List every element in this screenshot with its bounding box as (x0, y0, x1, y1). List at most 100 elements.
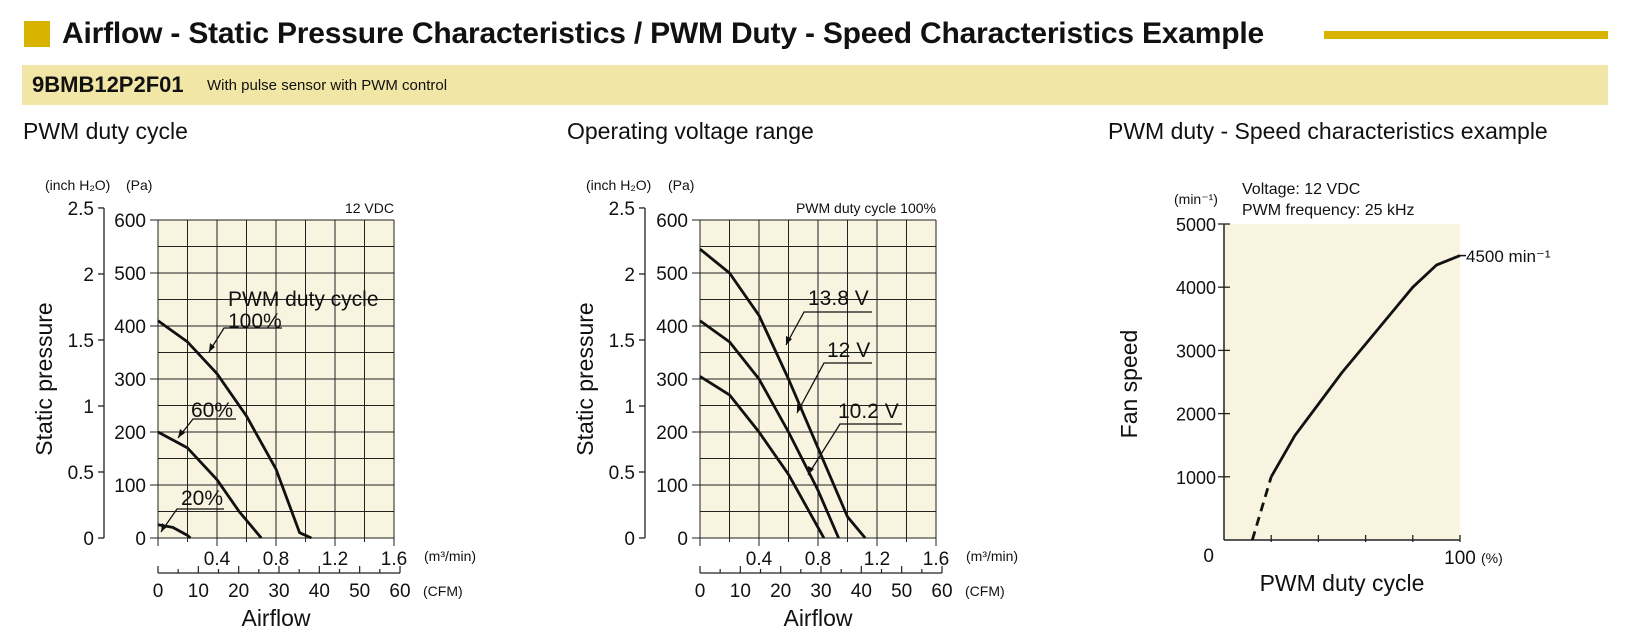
chart2-leader-12v (796, 362, 872, 414)
chart3-note-frequency: PWM frequency: 25 kHz (1242, 202, 1415, 219)
c2-ytick-inch: 1 (624, 397, 635, 418)
chart2-arrow-138v (786, 336, 792, 345)
c2-xtick-cfm: 0 (695, 581, 706, 602)
c1-xtick-m3: 0.4 (204, 549, 231, 570)
c1-xtick-cfm: 10 (188, 581, 209, 602)
c2-series-line-0 (699, 248, 867, 539)
chart2-label-102v: 10.2 V (838, 400, 899, 423)
model-description: With pulse sensor with PWM control (207, 77, 448, 94)
chart3-note-voltage: Voltage: 12 VDC (1242, 181, 1360, 198)
c1-ytick-inch: 0.5 (68, 463, 94, 484)
c2-xtick-m3: 1.6 (923, 549, 949, 570)
c1-ytick-pa: 200 (114, 423, 146, 444)
chart1-xunit-cfm: (CFM) (423, 583, 463, 599)
chart1-yunit-inch: (inch H₂O) (45, 177, 110, 193)
c3-ytick-label: 5000 (1176, 215, 1216, 235)
chart3-xlabel: PWM duty cycle (1260, 570, 1425, 596)
chart2-condition: PWM duty cycle 100% (796, 200, 936, 216)
c2-ytick-pa: 200 (656, 423, 688, 444)
chart1-arrow-20 (161, 523, 167, 532)
chart1-leader-20 (160, 508, 224, 533)
chart1-arrow-60 (178, 429, 185, 438)
c2-ytick-pa: 400 (656, 317, 688, 338)
c2-ytick-pa: 100 (656, 476, 688, 497)
c2-series-line-2 (699, 375, 826, 539)
c3-xtick-label: 100 (1444, 548, 1476, 569)
c3-ytick-label: 3000 (1176, 341, 1216, 361)
c2-ytick-pa: 500 (656, 264, 688, 285)
c2-ytick-pa: 300 (656, 370, 688, 391)
chart3: 1000 2000 3000 4000 5000 0 100 Voltage: 12 VDC… (1116, 181, 1551, 596)
chart2-series (699, 248, 867, 539)
chart3-xunit: (%) (1481, 550, 1503, 566)
c1-xtick-cfm: 30 (268, 581, 289, 602)
c2-xtick-cfm: 10 (730, 581, 751, 602)
c1-ytick-inch: 2 (83, 265, 94, 286)
c2-ytick-pa: 600 (656, 211, 688, 232)
c1-xtick-cfm: 40 (309, 581, 330, 602)
c2-xtick-cfm: 20 (770, 581, 791, 602)
chart1-legend-title: PWM duty cycle (228, 288, 379, 311)
c2-xtick-m3: 0.8 (805, 549, 831, 570)
chart1-xunit-m3: (m³/min) (424, 548, 476, 564)
c1-series-line-0 (157, 319, 312, 540)
c1-ytick-pa: 600 (114, 211, 146, 232)
chart1-xlabel: Airflow (241, 605, 310, 631)
chart1-label-60: 60% (191, 399, 233, 422)
chart1-arrow-100 (209, 343, 215, 352)
chart3-yunit: (min⁻¹) (1174, 191, 1218, 207)
chart1-title: PWM duty cycle (23, 118, 188, 144)
chart2-leader-138v (785, 311, 872, 346)
chart3-plot-area (1224, 224, 1460, 540)
c1-ytick-inch: 1 (83, 397, 94, 418)
c3-series-dashed (1250, 476, 1273, 541)
c1-ytick-pa: 0 (135, 529, 146, 550)
c1-xtick-cfm: 0 (153, 581, 164, 602)
page-title: Airflow - Static Pressure Characteristic… (62, 17, 1264, 50)
c3-series-solid (1269, 254, 1461, 478)
chart1-yunit-pa: (Pa) (126, 177, 152, 193)
chart2-xlabel: Airflow (783, 605, 852, 631)
page-header: Airflow - Static Pressure Characteristic… (24, 14, 1608, 54)
c2-xtick-cfm: 50 (891, 581, 912, 602)
chart2-arrow-102v (808, 466, 814, 475)
c1-series-line-1 (157, 430, 263, 539)
chart1-leader-100 (208, 327, 282, 353)
c1-xtick-m3: 1.2 (322, 549, 348, 570)
c1-ytick-pa: 100 (114, 476, 146, 497)
c1-ytick-inch: 0 (83, 529, 94, 550)
c1-ytick-inch: 2.5 (68, 199, 94, 220)
c1-ytick-pa: 400 (114, 317, 146, 338)
c2-xtick-cfm: 40 (851, 581, 872, 602)
c3-ytick-label: 2000 (1176, 405, 1216, 425)
chart1-label-20: 20% (181, 487, 223, 510)
c1-xtick-cfm: 60 (389, 581, 410, 602)
chart2-xunit-m3: (m³/min) (966, 548, 1018, 564)
c1-xtick-m3: 0.8 (263, 549, 289, 570)
chart3-ylabel: Fan speed (1116, 330, 1142, 439)
c3-ytick-label: 4000 (1176, 278, 1216, 298)
c2-ytick-inch: 2.5 (609, 199, 635, 220)
chart2-yunit-inch: (inch H₂O) (586, 177, 651, 193)
chart1-label-100: 100% (228, 310, 282, 333)
c3-xtick-label: 0 (1203, 546, 1214, 567)
title-accent-bar (1324, 31, 1608, 39)
model-name: 9BMB12P2F01 (32, 72, 184, 97)
c2-ytick-inch: 1.5 (609, 331, 635, 352)
chart2-ylabel: Static pressure (572, 302, 598, 455)
c3-ytick-label: 1000 (1176, 468, 1216, 488)
c2-xtick-cfm: 30 (810, 581, 831, 602)
c2-ytick-pa: 0 (677, 529, 688, 550)
c1-xtick-cfm: 50 (349, 581, 370, 602)
c2-xtick-cfm: 60 (931, 581, 952, 602)
c1-ytick-pa: 500 (114, 264, 146, 285)
chart3-series (1250, 254, 1466, 541)
chart1-ylabel: Static pressure (31, 302, 57, 455)
c1-xtick-m3: 1.6 (381, 549, 407, 570)
chart2-label-138v: 13.8 V (808, 287, 869, 310)
chart2-arrow-12v (797, 404, 803, 413)
